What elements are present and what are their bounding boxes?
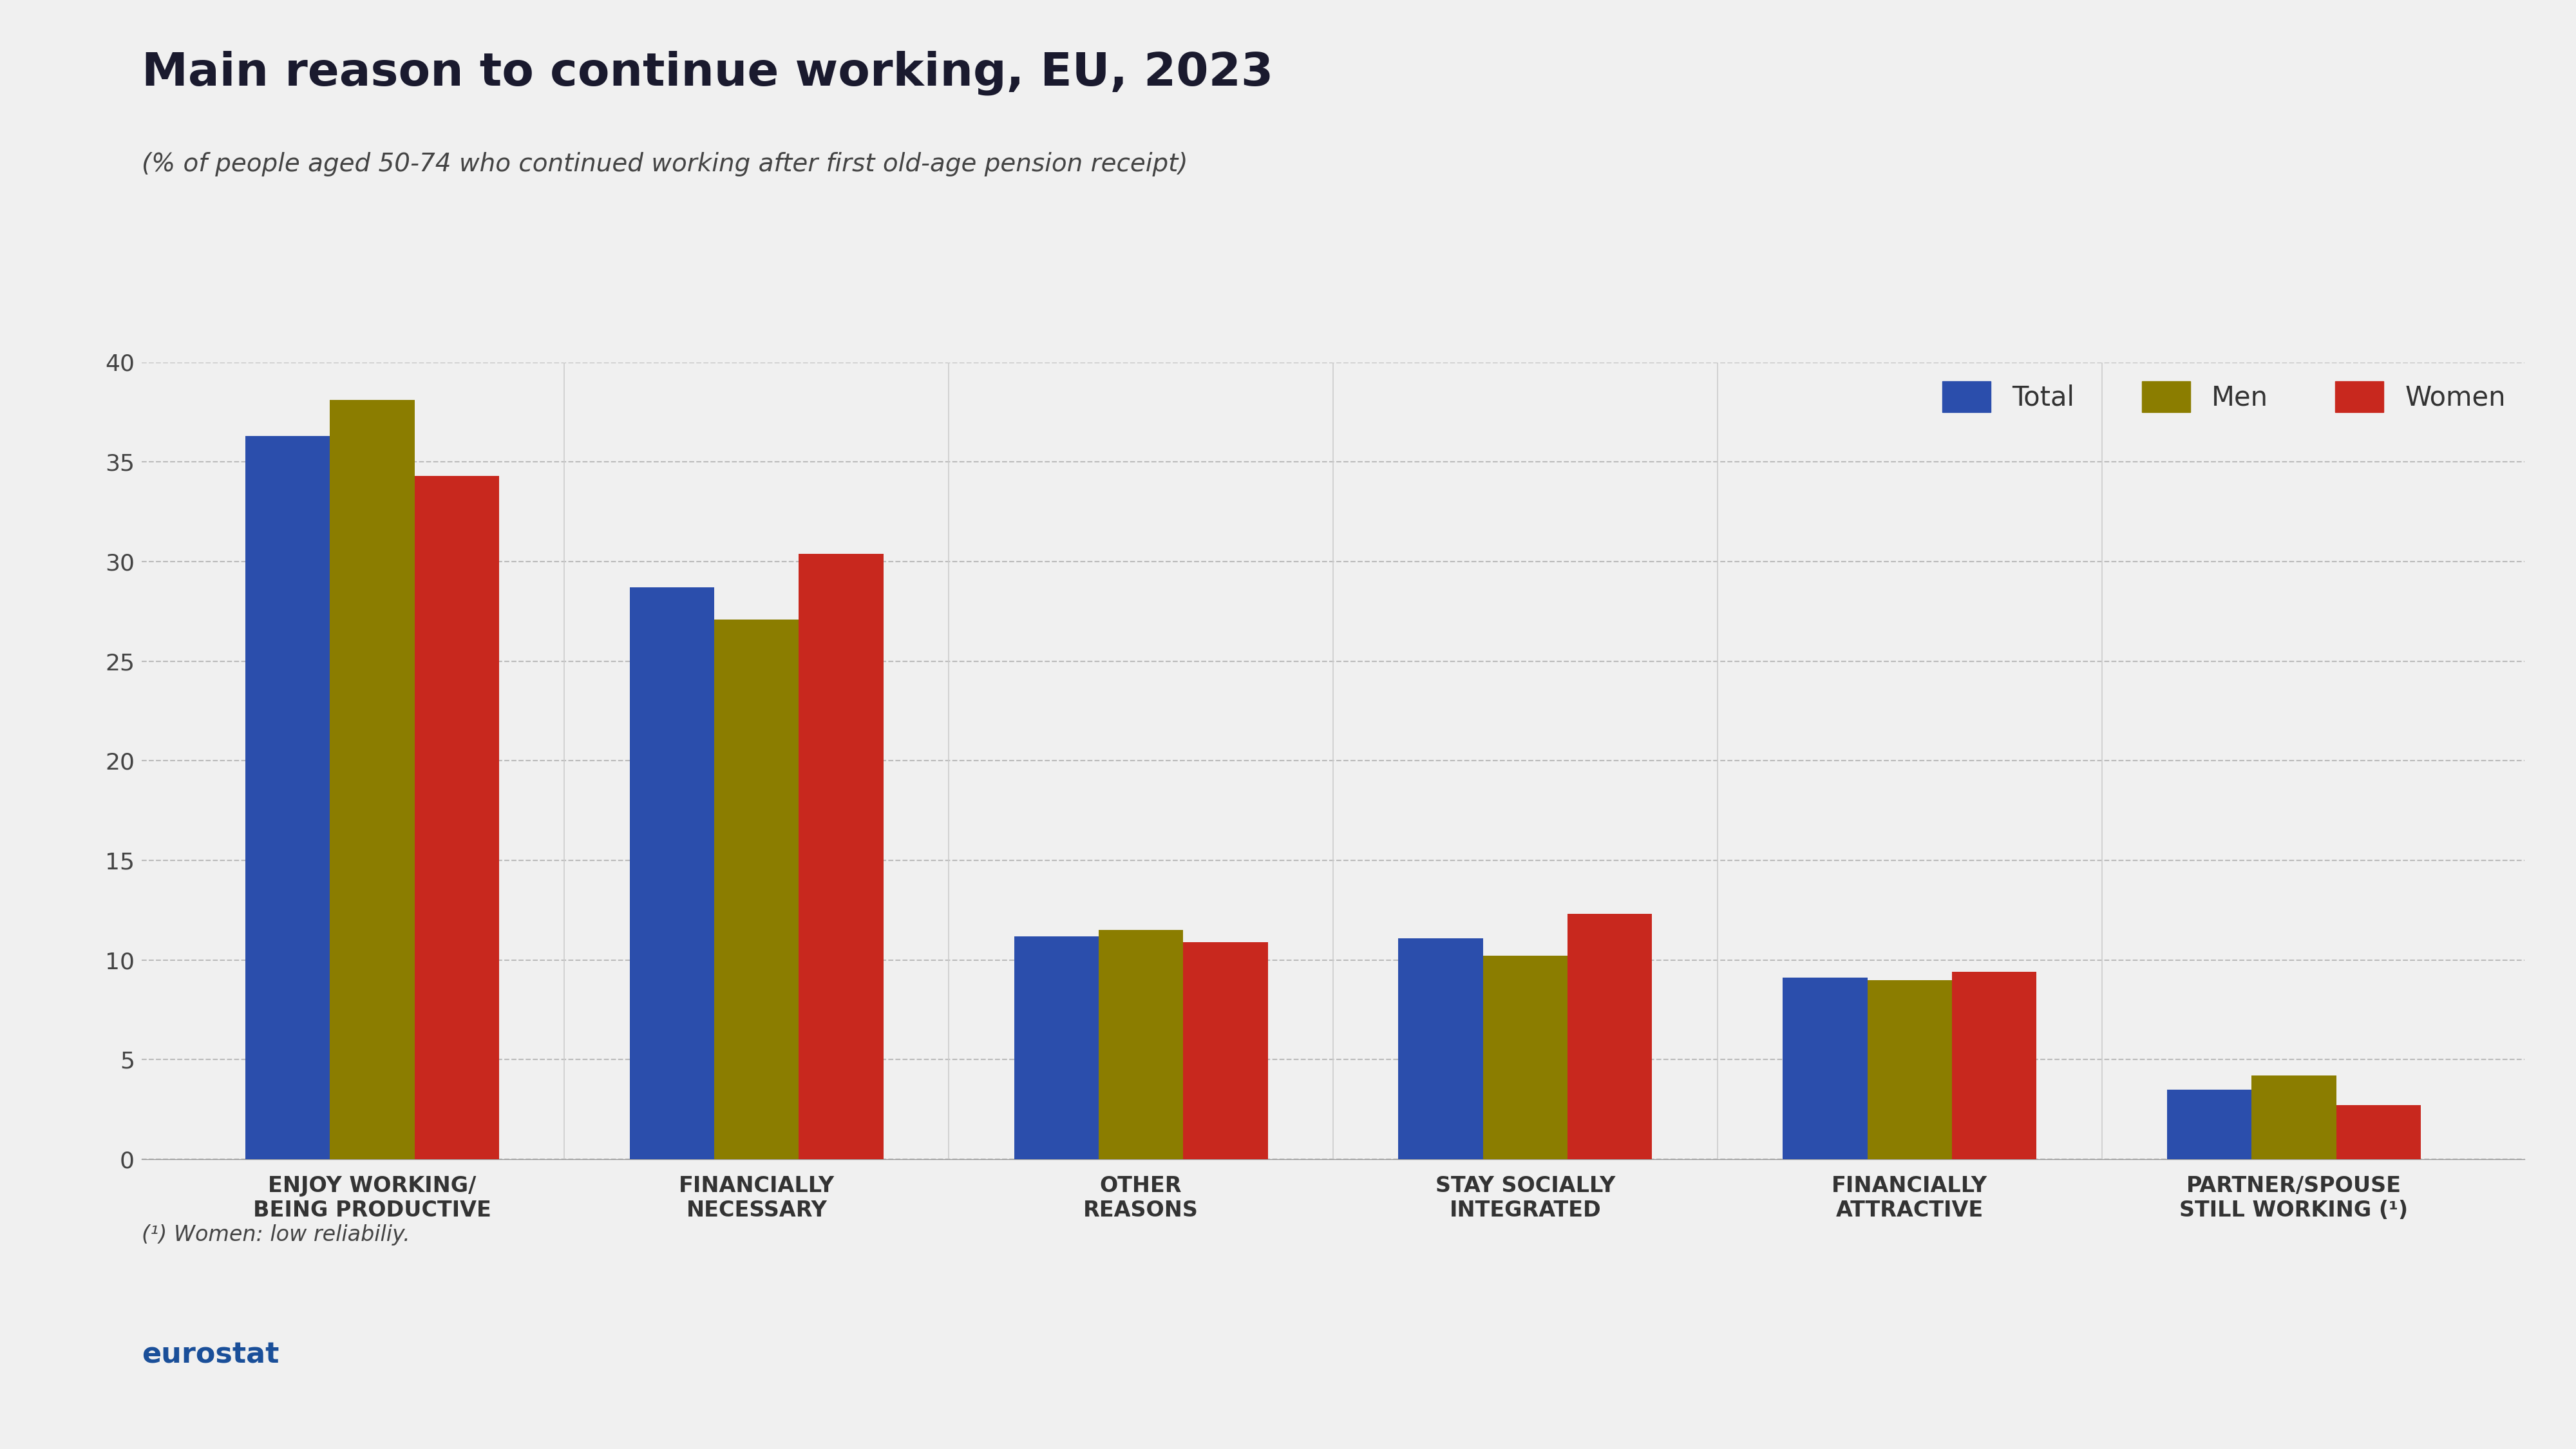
Bar	[714, 619, 799, 1159]
Bar	[245, 436, 330, 1159]
Text: Main reason to continue working, EU, 2023: Main reason to continue working, EU, 202…	[142, 51, 1273, 96]
Bar	[1953, 972, 2038, 1159]
Bar	[1182, 942, 1267, 1159]
Bar	[1868, 980, 1953, 1159]
Bar	[1484, 956, 1569, 1159]
Bar	[799, 554, 884, 1159]
Text: eurostat: eurostat	[142, 1340, 278, 1369]
Bar	[1097, 930, 1182, 1159]
Bar	[1783, 978, 1868, 1159]
Bar	[1569, 914, 1651, 1159]
Bar	[2166, 1090, 2251, 1159]
Bar	[2336, 1106, 2421, 1159]
Bar	[629, 587, 714, 1159]
Bar	[2251, 1075, 2336, 1159]
Text: (¹) Women: low reliabiliy.: (¹) Women: low reliabiliy.	[142, 1224, 410, 1246]
Bar	[415, 475, 500, 1159]
Bar	[330, 400, 415, 1159]
Text: (% of people aged 50-74 who continued working after first old-age pension receip: (% of people aged 50-74 who continued wo…	[142, 152, 1188, 177]
Bar	[1015, 936, 1097, 1159]
Legend: Total, Men, Women: Total, Men, Women	[1932, 371, 2517, 423]
Bar	[1399, 938, 1484, 1159]
